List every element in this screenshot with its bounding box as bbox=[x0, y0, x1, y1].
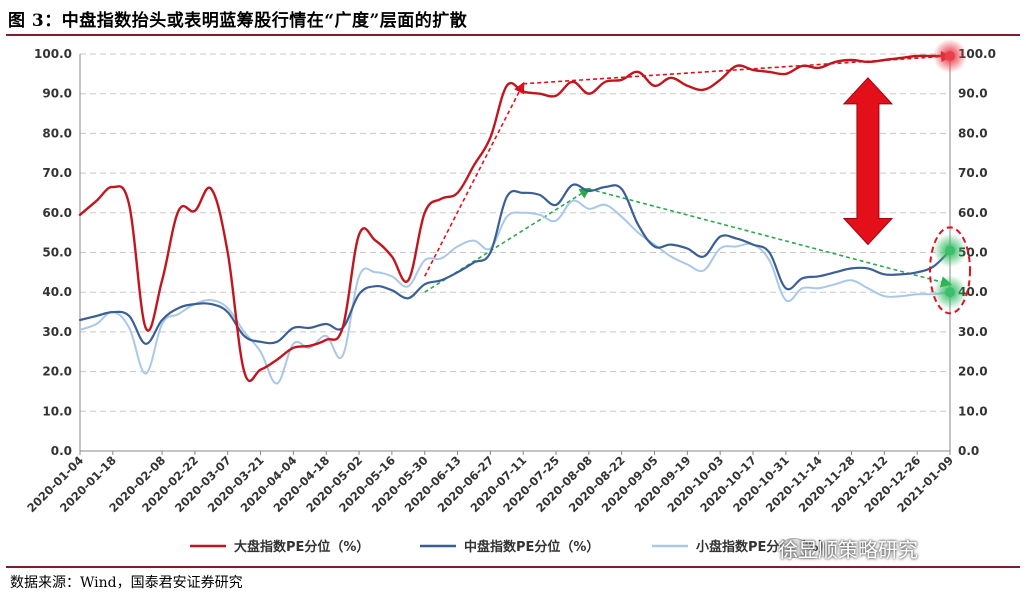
y-tick-label-left: 80.0 bbox=[42, 126, 72, 140]
top-rule bbox=[6, 34, 1020, 36]
y-tick-label-left: 10.0 bbox=[42, 404, 72, 418]
large-trend-arrow-leg2 bbox=[523, 50, 953, 85]
line-chart: 0.0 0.010.0 10.020.0 20.030.0 30.040.0 40.050… bbox=[24, 38, 996, 555]
watermark: 徐显顺策略研究 bbox=[778, 538, 918, 562]
source-note: 数据来源：Wind，国泰君安证券研究 bbox=[10, 575, 243, 591]
y-tick-label-left: 30.0 bbox=[42, 325, 72, 339]
legend: 大盘指数PE分位（%） 中盘指数PE分位（%） 小盘指数PE分位（%） bbox=[190, 539, 831, 555]
large-trend-arrow-leg1 bbox=[424, 81, 525, 277]
mid-trend-arrow-leg1 bbox=[424, 187, 591, 293]
annotation-layer bbox=[424, 50, 953, 293]
mid-cap-line bbox=[78, 183, 952, 345]
small-cap-line bbox=[79, 199, 951, 385]
y-tick-label-right: 80.0 bbox=[958, 126, 988, 140]
y-tick-label-right: 20.0 bbox=[958, 365, 988, 379]
y-tick-label-left: 70.0 bbox=[42, 166, 72, 180]
legend-label: 中盘指数PE分位（%） bbox=[464, 539, 599, 555]
mid-trend-arrow-leg2 bbox=[588, 188, 953, 288]
series-layer bbox=[78, 54, 952, 385]
y-tick-label-left: 100.0 bbox=[34, 47, 72, 61]
y-tick-label-right: 0.0 bbox=[958, 444, 979, 458]
legend-label: 大盘指数PE分位（%） bbox=[234, 539, 369, 555]
y-tick-label-right: 100.0 bbox=[958, 47, 996, 61]
end-marker bbox=[945, 287, 955, 298]
y-tick-label-right: 70.0 bbox=[958, 166, 988, 180]
y-tick-label-right: 60.0 bbox=[958, 206, 988, 220]
large-cap-line bbox=[78, 54, 952, 383]
y-tick-label-left: 20.0 bbox=[42, 365, 72, 379]
y-tick-label-left: 40.0 bbox=[42, 285, 72, 299]
y-tick-label-right: 30.0 bbox=[958, 325, 988, 339]
grid-layer bbox=[80, 53, 950, 412]
y-tick-label-left: 90.0 bbox=[42, 87, 72, 101]
figure-title: 图 3：中盘指数抬头或表明蓝筹股行情在“广度”层面的扩散 bbox=[8, 11, 468, 31]
y-tick-label-left: 50.0 bbox=[42, 246, 72, 260]
y-tick-label-right: 10.0 bbox=[958, 404, 988, 418]
wechat-icon bbox=[780, 538, 808, 558]
bottom-rule bbox=[6, 566, 1020, 568]
y-tick-label-left: 0.0 bbox=[51, 444, 72, 458]
y-tick-label-left: 60.0 bbox=[42, 206, 72, 220]
y-tick-label-right: 90.0 bbox=[958, 87, 988, 101]
end-marker bbox=[945, 245, 955, 256]
end-marker bbox=[945, 50, 955, 61]
double-arrow bbox=[842, 77, 894, 246]
marker-layer bbox=[929, 38, 971, 315]
dashed-ellipse bbox=[929, 226, 971, 315]
